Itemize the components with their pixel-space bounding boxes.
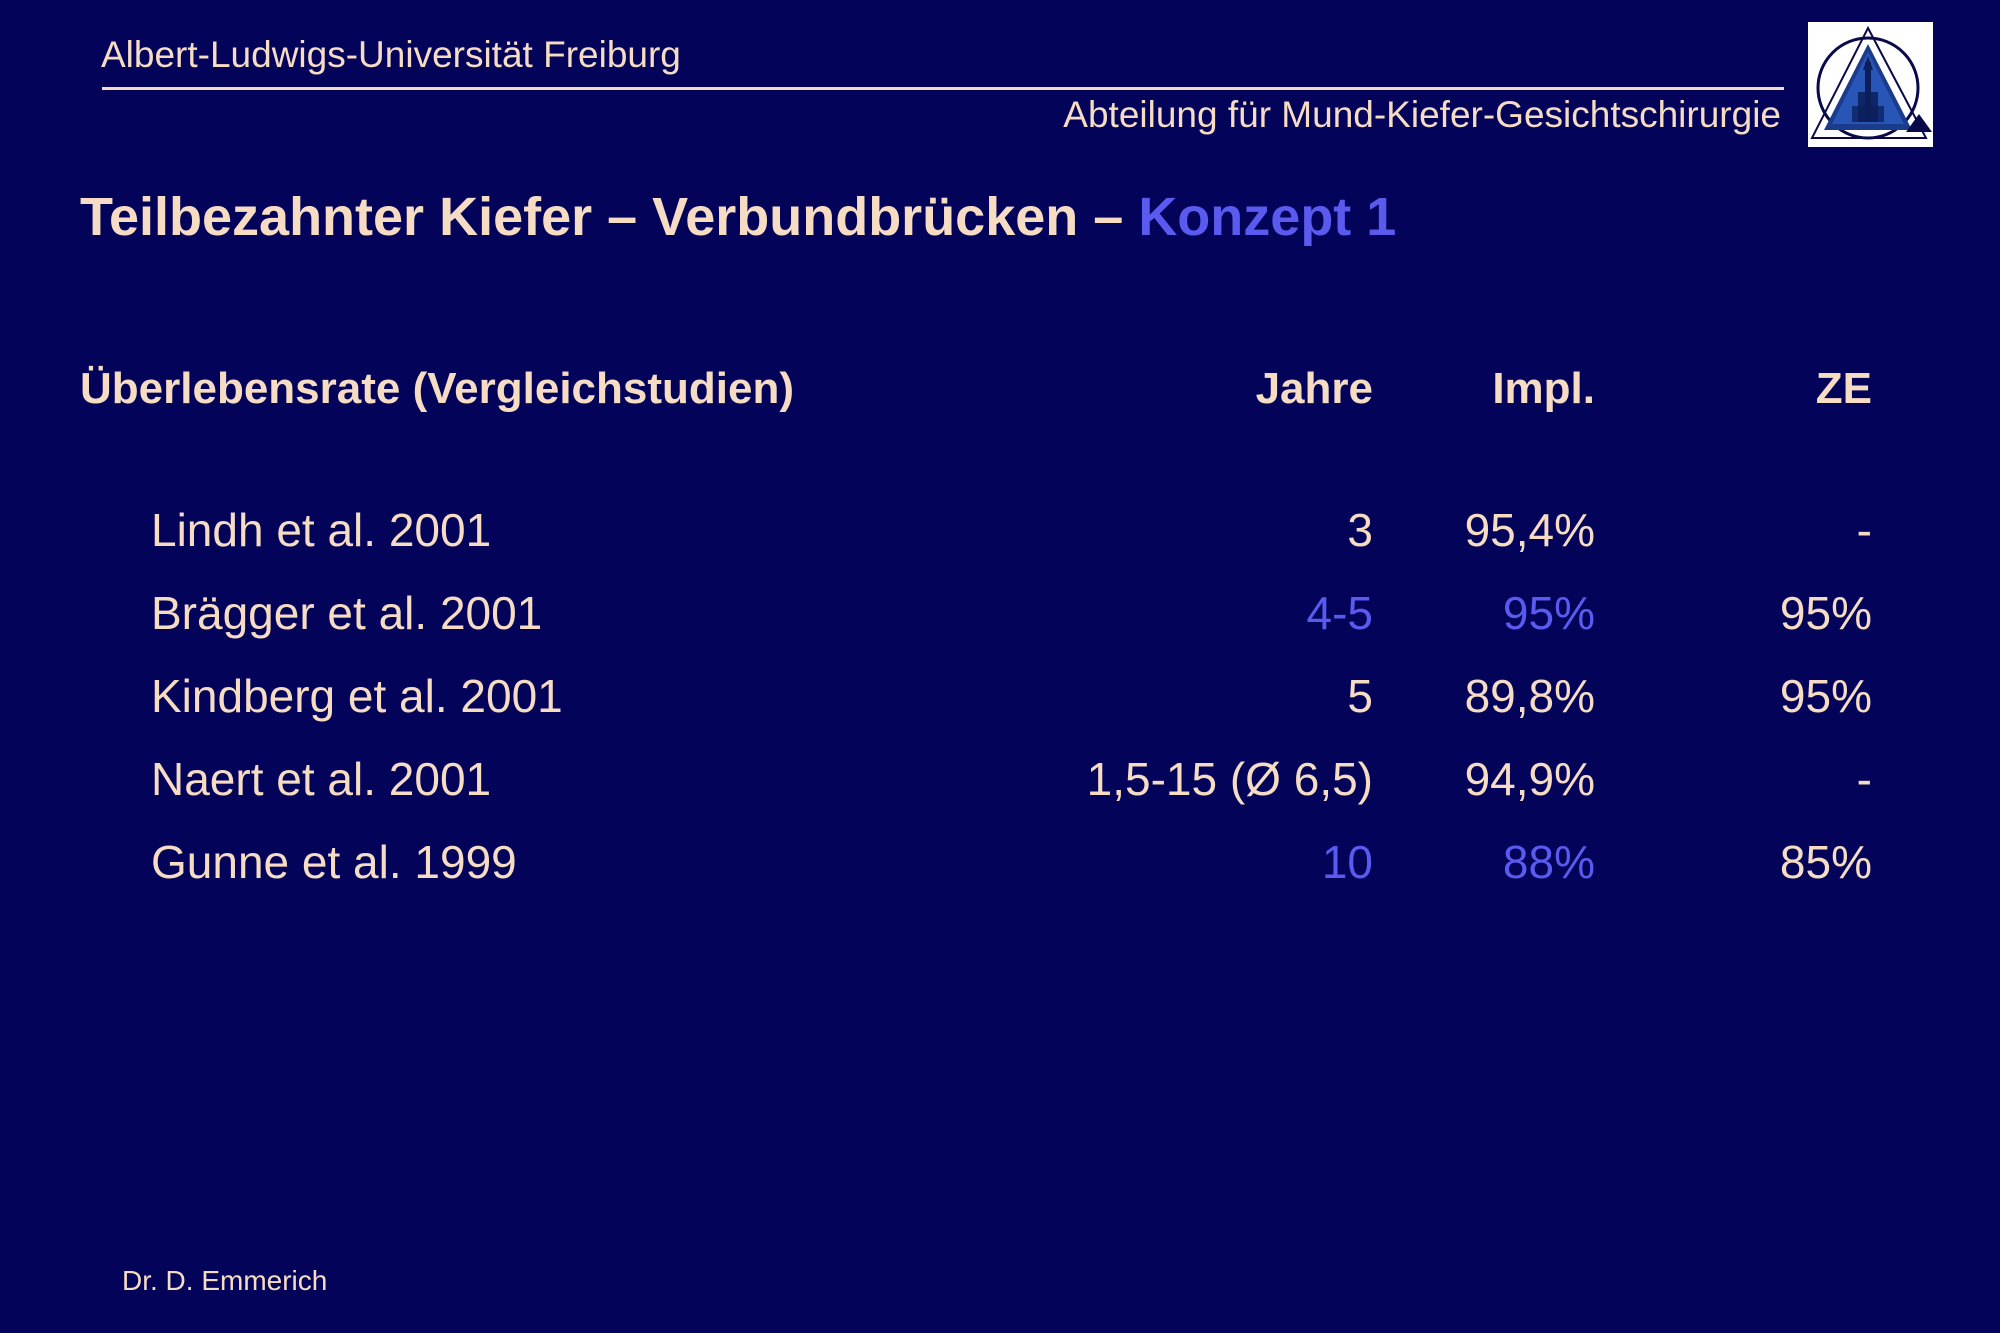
years-value: 1,5-15 (Ø 6,5): [1086, 753, 1373, 805]
implant-rate: 94,9%: [1464, 753, 1595, 805]
study-name: Kindberg et al. 2001: [151, 670, 563, 722]
table-row: Lindh et al. 2001 3 95,4% -: [0, 503, 2000, 563]
implant-rate: 88%: [1502, 836, 1595, 888]
ze-rate: 95%: [1779, 587, 1872, 639]
ze-rate: 95%: [1779, 670, 1872, 722]
header-divider: [102, 87, 1784, 90]
years-value: 10: [1321, 836, 1373, 888]
department-name: Abteilung für Mund-Kiefer-Gesichtschirur…: [1063, 94, 1781, 135]
column-header-ze: ZE: [1815, 364, 1872, 413]
years-value: 3: [1347, 504, 1373, 556]
table-row: Brägger et al. 2001 4-5 95% 95%: [0, 586, 2000, 646]
table-row: Naert et al. 2001 1,5-15 (Ø 6,5) 94,9% -: [0, 752, 2000, 812]
ze-rate: -: [1856, 504, 1872, 556]
study-name: Naert et al. 2001: [151, 753, 492, 805]
slide-title-accent: Konzept 1: [1138, 187, 1397, 247]
column-header-years: Jahre: [1255, 364, 1373, 413]
table-row: Kindberg et al. 2001 5 89,8% 95%: [0, 669, 2000, 729]
study-name: Brägger et al. 2001: [151, 587, 543, 639]
implant-rate: 95,4%: [1464, 504, 1595, 556]
university-name: Albert-Ludwigs-Universität Freiburg: [101, 34, 681, 75]
implant-rate: 89,8%: [1464, 670, 1595, 722]
study-name: Lindh et al. 2001: [151, 504, 492, 556]
years-value: 4-5: [1306, 587, 1373, 639]
column-header-study: Überlebensrate (Vergleichstudien): [80, 364, 794, 413]
table-row: Gunne et al. 1999 10 88% 85%: [0, 835, 2000, 895]
implant-rate: 95%: [1502, 587, 1595, 639]
years-value: 5: [1347, 670, 1373, 722]
slide-title-main: Teilbezahnter Kiefer – Verbundbrücken –: [80, 187, 1139, 247]
ze-rate: -: [1856, 753, 1872, 805]
column-header-implant: Impl.: [1492, 364, 1595, 413]
author-footer: Dr. D. Emmerich: [122, 1265, 328, 1296]
ze-rate: 85%: [1779, 836, 1872, 888]
study-name: Gunne et al. 1999: [151, 836, 517, 888]
university-logo-icon: [1808, 22, 1933, 147]
slide-title: Teilbezahnter Kiefer – Verbundbrücken – …: [80, 186, 1396, 248]
